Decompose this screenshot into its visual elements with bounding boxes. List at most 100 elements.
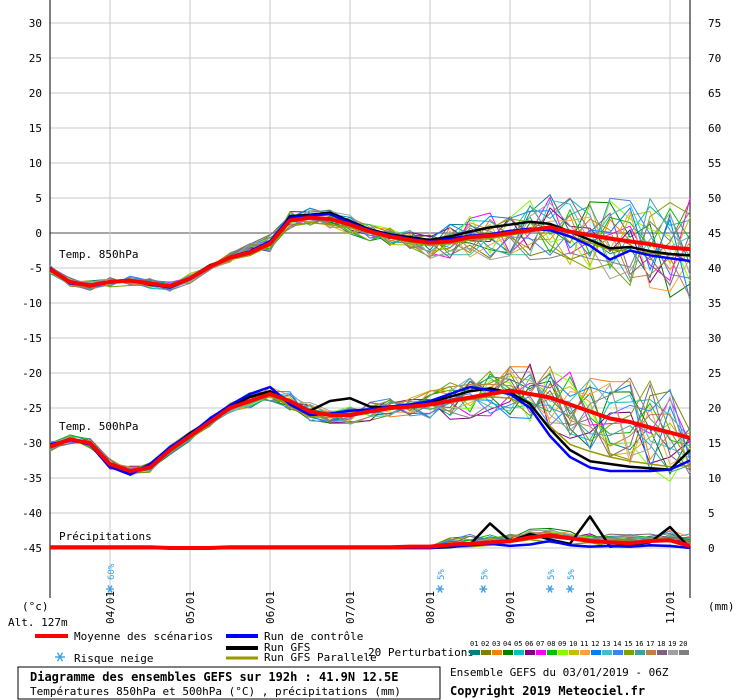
perturbation-line — [49, 197, 691, 287]
right-tick-label: 10 — [708, 472, 721, 485]
x-tick-label: 11/01 — [664, 591, 677, 624]
right-tick-label: 0 — [708, 542, 715, 555]
series-line — [48, 215, 691, 289]
pert-swatch — [492, 650, 502, 655]
right-tick-label: 50 — [708, 192, 721, 205]
right-tick-label: 70 — [708, 52, 721, 65]
right-tick-label: 25 — [708, 367, 721, 380]
x-tick-labels: 04/01 05/01 06/01 07/01 08/01 09/01 10/01 11/01 — [104, 591, 677, 624]
left-tick-label: 20 — [29, 87, 42, 100]
snow-risk-label: 5% — [480, 569, 490, 580]
pert-swatch — [470, 650, 480, 655]
chart-subtitle: Températures 850hPa et 500hPa (°C) , pré… — [30, 685, 401, 698]
pert-swatch — [668, 650, 678, 655]
pert-swatch — [646, 650, 656, 655]
pert-swatch — [525, 650, 535, 655]
pert-number: 08 — [547, 640, 555, 648]
pert-swatch — [503, 650, 513, 655]
pert-swatch — [635, 650, 645, 655]
pert-number: 05 — [514, 640, 522, 648]
left-tick-label: -40 — [22, 507, 42, 520]
pert-number: 04 — [503, 640, 511, 648]
right-tick-label: 30 — [708, 332, 721, 345]
legend-mean-label: Moyenne des scénarios — [74, 630, 213, 643]
pert-swatch — [602, 650, 612, 655]
left-tick-label: -15 — [22, 332, 42, 345]
title-box — [17, 666, 441, 700]
pert-number: 20 — [679, 640, 687, 648]
pert-swatch — [591, 650, 601, 655]
run-info: Ensemble GEFS du 03/01/2019 - 06Z — [450, 666, 669, 679]
pert-number: 02 — [481, 640, 489, 648]
snow-risk-label: 5% — [567, 569, 577, 580]
x-tick-label: 07/01 — [344, 591, 357, 624]
legend-gfs-label: Run GFS — [264, 641, 310, 654]
copyright: Copyright 2019 Meteociel.fr — [450, 684, 645, 698]
snow-risk-icon — [106, 585, 114, 593]
left-tick-label: -20 — [22, 367, 42, 380]
series-line — [49, 388, 691, 473]
pert-number: 09 — [558, 640, 566, 648]
series-line — [49, 385, 691, 476]
series-line — [50, 533, 691, 550]
pert-swatch — [657, 650, 667, 655]
left-tick-label: 15 — [29, 122, 42, 135]
x-tick-label: 05/01 — [184, 591, 197, 624]
legend-control-label: Run de contrôle — [264, 630, 363, 643]
left-tick-label: -35 — [22, 472, 42, 485]
snow-risk-icon — [479, 585, 488, 593]
perturbation-color-legend: 01 02 03 04 05 06 07 08 09 10 11 12 13 14 15 16 17 18 19 20 — [470, 640, 689, 655]
pert-number: 03 — [492, 640, 500, 648]
snow-risk-label: 5% — [437, 569, 447, 580]
left-tick-label: -10 — [22, 297, 42, 310]
right-tick-label: 45 — [708, 227, 721, 240]
x-tick-label: 04/01 — [104, 591, 117, 624]
chart-title: Diagramme des ensembles GEFS sur 192h : … — [30, 670, 398, 684]
panel-label-precip: Précipitations — [59, 530, 152, 543]
x-tick-label: 10/01 — [584, 591, 597, 624]
pert-swatch — [514, 650, 524, 655]
left-tick-label: 25 — [29, 52, 42, 65]
pert-number: 13 — [602, 640, 610, 648]
legend-perturbations-label: 20 Perturbations — [368, 646, 474, 659]
snow-risk-label: 5% — [547, 569, 557, 580]
pert-swatch — [481, 650, 491, 655]
right-tick-label: 60 — [708, 122, 721, 135]
left-tick-label: 10 — [29, 157, 42, 170]
pert-swatch — [580, 650, 590, 655]
left-tick-label: -25 — [22, 402, 42, 415]
pert-swatch — [613, 650, 623, 655]
right-tick-label: 75 — [708, 17, 721, 30]
pert-number: 11 — [580, 640, 588, 648]
snow-risk-icon — [566, 585, 574, 593]
panel-label-t850: Temp. 850hPa — [59, 248, 138, 261]
right-tick-label: 35 — [708, 297, 721, 310]
legend-snow-label: Risque neige — [74, 652, 153, 665]
pert-swatch — [558, 650, 568, 655]
right-tick-label: 40 — [708, 262, 721, 275]
left-axis-unit: (°c) — [22, 600, 49, 613]
right-tick-label: 55 — [708, 157, 721, 170]
x-tick-label: 09/01 — [504, 591, 517, 624]
snow-risk-icon — [546, 585, 554, 593]
plot-background — [50, 0, 690, 598]
left-tick-label: 30 — [29, 17, 42, 30]
pert-swatch — [536, 650, 546, 655]
pert-number: 17 — [646, 640, 654, 648]
pert-swatch — [547, 650, 557, 655]
x-tick-label: 06/01 — [264, 591, 277, 624]
snowflake-icon — [55, 652, 65, 662]
pert-number: 06 — [525, 640, 533, 648]
pert-number: 15 — [624, 640, 632, 648]
left-tick-labels: 30 25 20 15 10 5 0 -5 -10 -15 -20 -25 -30 -35 -40 -45 — [22, 17, 42, 555]
pert-number: 10 — [569, 640, 577, 648]
right-tick-label: 15 — [708, 437, 721, 450]
pert-swatch — [679, 650, 689, 655]
x-tick-label: 08/01 — [424, 591, 437, 624]
right-tick-label: 5 — [708, 507, 715, 520]
panel-label-t500: Temp. 500hPa — [59, 420, 138, 433]
pert-swatch — [569, 650, 579, 655]
altitude-label: Alt. 127m — [8, 616, 68, 629]
